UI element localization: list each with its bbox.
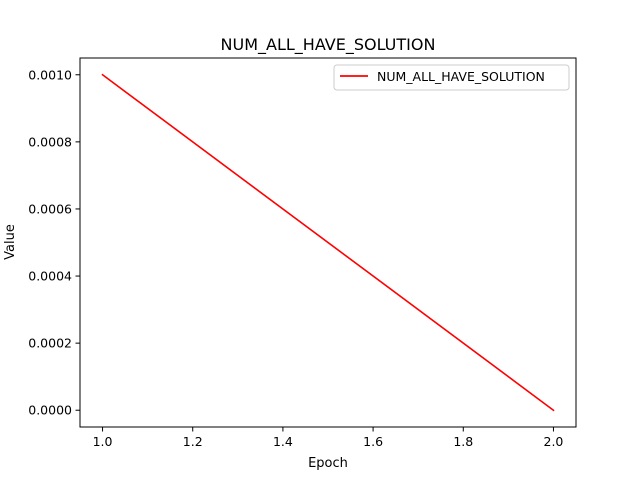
x-tick-label: 2.0 [544,434,564,449]
legend-entry-label: NUM_ALL_HAVE_SOLUTION [377,69,545,84]
x-tick-label: 1.8 [453,434,473,449]
y-axis-label: Value [3,224,18,260]
x-tick-label: 1.4 [273,434,293,449]
y-tick-label: 0.0002 [28,336,72,351]
x-tick-label: 1.0 [93,434,113,449]
legend-box [333,64,570,91]
y-tick-label: 0.0010 [28,67,72,82]
x-axis-label: Epoch [308,456,348,471]
x-tick-label: 1.6 [363,434,383,449]
y-tick-label: 0.0006 [28,201,72,216]
y-tick-label: 0.0000 [28,403,72,418]
x-axis: 1.0 1.2 1.4 1.6 1.8 2.0 [93,427,564,449]
series-layer [101,73,555,412]
y-tick-label: 0.0004 [28,269,72,284]
series-line-0 [101,73,555,412]
x-tick-label: 1.2 [183,434,203,449]
legend: NUM_ALL_HAVE_SOLUTION [333,64,570,91]
chart-title: NUM_ALL_HAVE_SOLUTION [221,35,436,55]
y-tick-label: 0.0008 [28,134,72,149]
y-axis: 0.0000 0.0002 0.0004 0.0006 0.0008 0.0010 [28,67,80,418]
plot-frame [79,57,577,428]
